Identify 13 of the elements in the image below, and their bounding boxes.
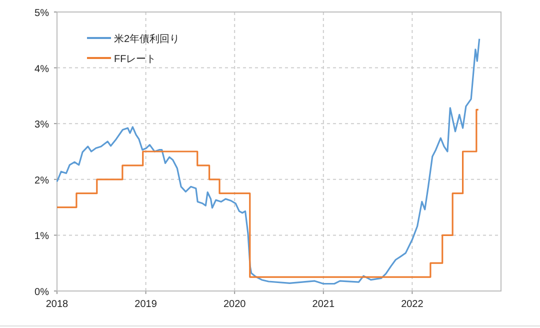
y-tick-label: 1% xyxy=(34,231,50,242)
legend-label: FFレート xyxy=(114,54,156,65)
y-tick-label: 4% xyxy=(34,64,50,75)
y-tick-label: 5% xyxy=(34,8,50,19)
x-tick-label: 2019 xyxy=(134,299,158,310)
y-tick-label: 2% xyxy=(34,175,50,186)
x-tick-label: 2018 xyxy=(46,299,69,310)
x-tick-label: 2022 xyxy=(401,299,424,310)
x-tick-label: 2020 xyxy=(223,299,246,310)
y-tick-label: 0% xyxy=(34,287,50,298)
x-tick-label: 2021 xyxy=(312,299,335,310)
y-tick-label: 3% xyxy=(34,120,50,131)
legend-label: 米2年債利回り xyxy=(114,33,180,45)
